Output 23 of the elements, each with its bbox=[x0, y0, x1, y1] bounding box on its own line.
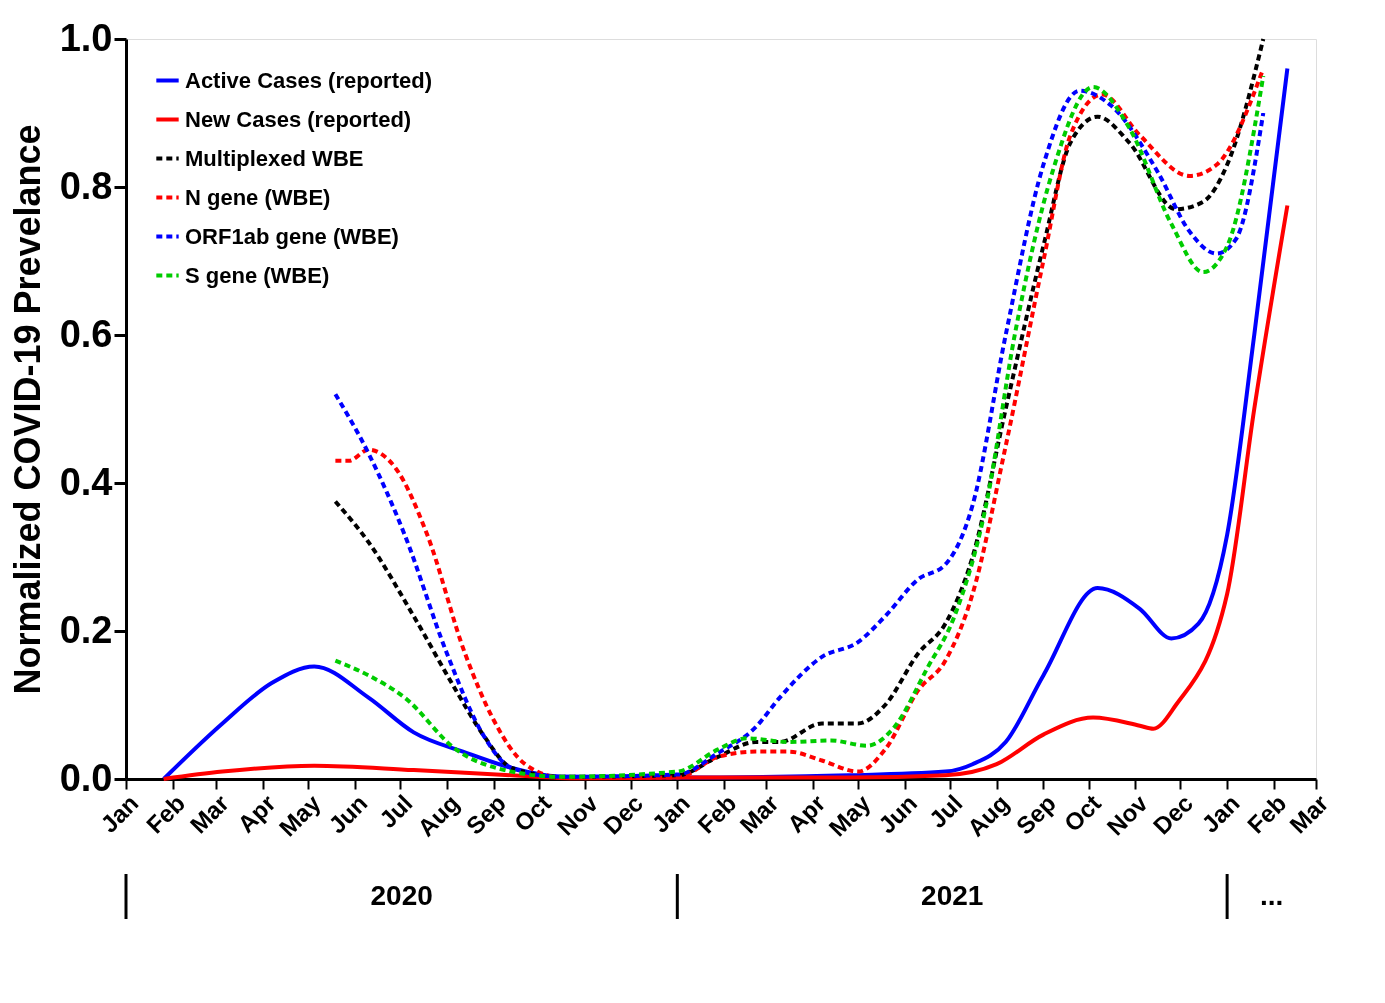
text: 2021 bbox=[921, 880, 984, 911]
legend-label: Multiplexed WBE bbox=[185, 145, 364, 171]
y-tick-label: 0.0 bbox=[59, 756, 113, 799]
y-tick-label: 0.8 bbox=[59, 164, 113, 207]
legend-label: N gene (WBE) bbox=[185, 184, 331, 210]
legend-label: Active Cases (reported) bbox=[185, 67, 432, 93]
text: 2020 bbox=[370, 880, 433, 911]
legend-label: ORF1ab gene (WBE) bbox=[185, 223, 399, 249]
text: ... bbox=[1259, 880, 1284, 911]
y-axis-title: Normalized COVID-19 Prevelance bbox=[6, 124, 48, 695]
x-tick-label: Jul bbox=[374, 789, 418, 833]
legend-label: New Cases (reported) bbox=[185, 106, 412, 132]
y-tick-label: 1.0 bbox=[59, 16, 113, 59]
x-tick-label: Jan bbox=[1196, 789, 1245, 838]
y-tick-label: 0.6 bbox=[59, 312, 113, 355]
y-tick-label: 0.4 bbox=[59, 460, 113, 503]
x-tick-label: Jun bbox=[323, 789, 373, 839]
y-tick-label: 0.2 bbox=[59, 608, 113, 651]
legend-label: S gene (WBE) bbox=[185, 262, 330, 288]
x-tick-label: Jan bbox=[646, 789, 695, 838]
x-tick-label: Mar bbox=[1284, 789, 1334, 839]
x-tick-label: Jun bbox=[872, 789, 923, 839]
x-tick-label: Mar bbox=[734, 789, 784, 839]
